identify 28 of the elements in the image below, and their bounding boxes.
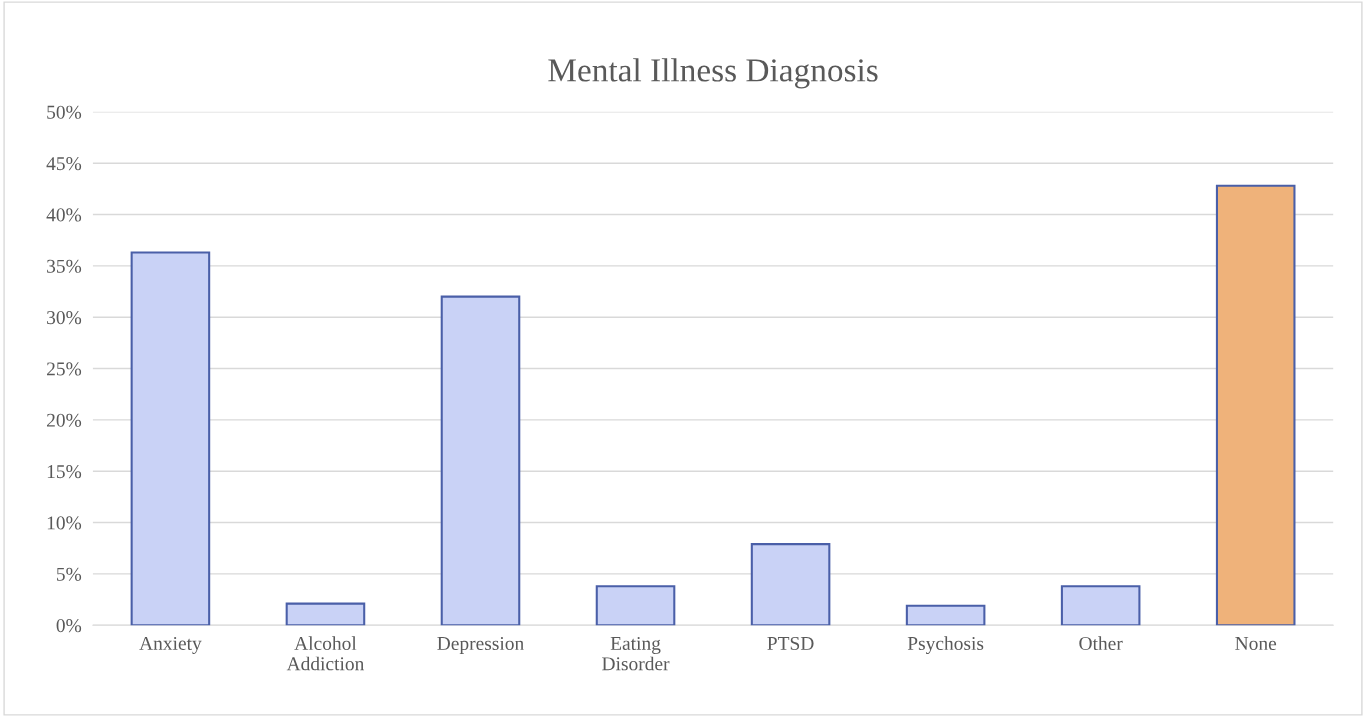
chart-title: Mental Illness Diagnosis	[548, 58, 878, 89]
y-tick-label: 15%	[47, 465, 82, 479]
bar	[750, 543, 831, 626]
y-tick-label: 40%	[46, 208, 82, 222]
y-tick-label: 10%	[47, 516, 82, 530]
x-tick-label: Eating Disorder	[602, 636, 670, 671]
x-tick-label: None	[1235, 637, 1277, 651]
y-tick-label: 20%	[46, 413, 82, 427]
x-tick-label: Other	[1079, 636, 1123, 651]
y-tick-label: 25%	[46, 362, 82, 376]
x-tick-label: Anxiety	[139, 636, 202, 654]
x-tick-label: PTSD	[767, 636, 814, 651]
bar	[595, 585, 676, 626]
x-tick-label: Depression	[437, 636, 524, 654]
bar	[905, 604, 986, 626]
y-tick-label: 0%	[56, 619, 82, 633]
bar	[1215, 184, 1296, 626]
x-tick-label: Psychosis	[907, 636, 984, 655]
y-tick-label: 50%	[47, 105, 82, 119]
bar	[130, 251, 211, 626]
x-tick-label: Alcohol Addiction	[286, 636, 365, 671]
y-tick-label: 35%	[47, 259, 82, 273]
y-tick-label: 5%	[56, 567, 82, 581]
y-tick-label: 30%	[47, 311, 82, 325]
bar	[1060, 585, 1141, 626]
bar	[285, 602, 366, 626]
bar	[440, 295, 521, 626]
y-tick-label: 45%	[46, 157, 82, 171]
